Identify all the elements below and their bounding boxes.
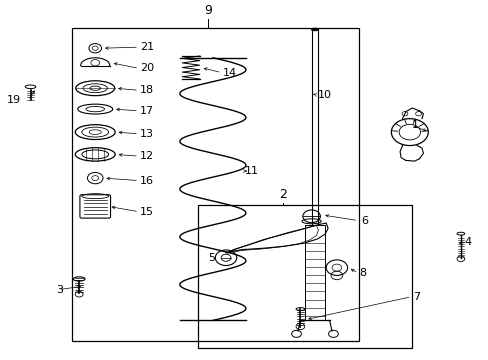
- Text: 12: 12: [140, 151, 154, 161]
- Text: 17: 17: [140, 106, 154, 116]
- Text: 10: 10: [317, 90, 331, 100]
- Text: 20: 20: [140, 63, 154, 73]
- Text: 14: 14: [222, 68, 236, 78]
- Ellipse shape: [310, 28, 318, 31]
- Text: 21: 21: [140, 42, 154, 52]
- Text: 16: 16: [140, 176, 154, 186]
- Text: 7: 7: [412, 292, 419, 302]
- Text: 3: 3: [56, 285, 63, 294]
- Bar: [305, 225, 324, 320]
- Text: 6: 6: [361, 216, 367, 226]
- Text: 9: 9: [203, 4, 211, 17]
- Text: 19: 19: [6, 95, 20, 105]
- Text: 11: 11: [244, 166, 258, 176]
- Text: 5: 5: [208, 253, 215, 263]
- Bar: [198, 204, 411, 348]
- Text: 15: 15: [140, 207, 154, 217]
- Text: 8: 8: [359, 268, 366, 278]
- Text: 4: 4: [464, 237, 471, 247]
- Bar: [72, 28, 358, 341]
- Text: 18: 18: [140, 85, 154, 95]
- Text: 1: 1: [411, 120, 418, 130]
- Text: 13: 13: [140, 129, 154, 139]
- Text: 2: 2: [279, 188, 287, 201]
